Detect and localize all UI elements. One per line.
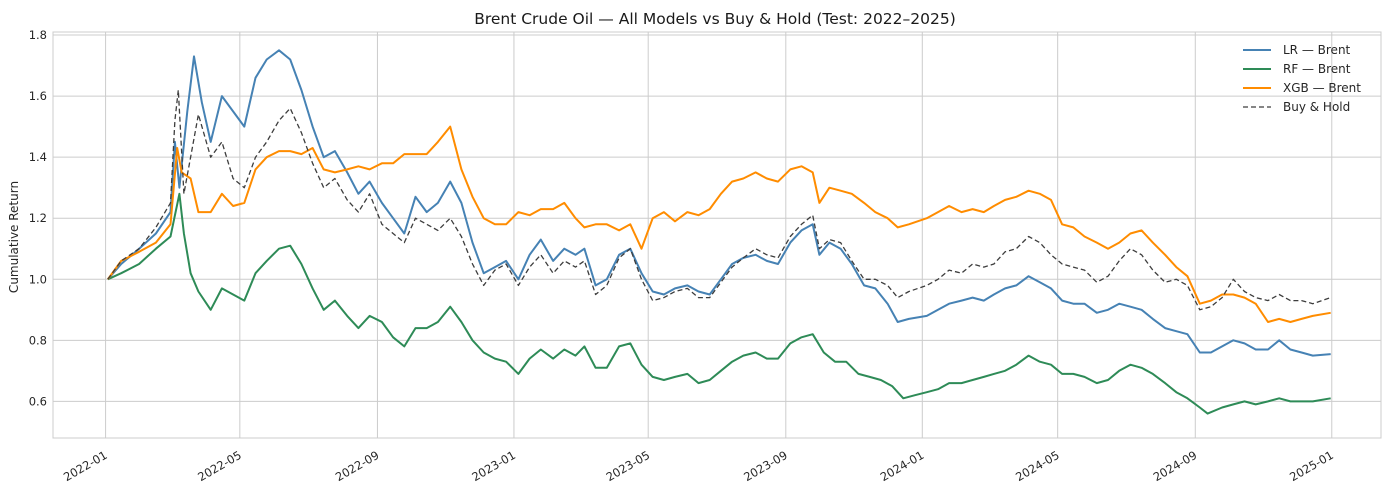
legend-label: LR — Brent: [1283, 43, 1351, 57]
series-line: [107, 89, 1331, 311]
chart-title: Brent Crude Oil — All Models vs Buy & Ho…: [474, 10, 956, 28]
x-tick-label: 2023-05: [604, 448, 653, 484]
x-tick-label: 2024-09: [1151, 448, 1200, 484]
x-tick-label: 2023-01: [469, 448, 518, 484]
legend-label: XGB — Brent: [1283, 81, 1361, 95]
series-line: [107, 192, 1331, 415]
x-tick-label: 2022-09: [333, 448, 382, 484]
x-tick-label: 2025-01: [1287, 448, 1336, 484]
series-lines: [106, 49, 1331, 415]
legend-label: RF — Brent: [1283, 62, 1351, 76]
x-tick-label: 2022-01: [61, 448, 110, 484]
series-line: [107, 49, 1331, 357]
y-tick-label: 1.2: [29, 211, 47, 225]
series-line: [106, 125, 1331, 323]
y-tick-label: 0.8: [29, 333, 47, 347]
legend-label: Buy & Hold: [1283, 100, 1350, 114]
x-tick-label: 2023-09: [741, 448, 790, 484]
y-axis-title: Cumulative Return: [7, 181, 21, 293]
y-tick-label: 1.0: [29, 272, 47, 286]
y-tick-label: 1.6: [29, 89, 47, 103]
grid: [52, 31, 1382, 439]
y-tick-label: 0.6: [29, 394, 47, 408]
legend: LR — Brent RF — Brent XGB — Brent Buy & Hol…: [1243, 43, 1361, 114]
y-tick-label: 1.4: [29, 150, 47, 164]
x-tick-label: 2024-05: [1013, 448, 1062, 484]
x-tick-label: 2022-05: [195, 448, 244, 484]
y-tick-label: 1.8: [29, 28, 47, 42]
x-tick-label: 2024-01: [878, 448, 927, 484]
plot-frame: [52, 31, 1382, 439]
